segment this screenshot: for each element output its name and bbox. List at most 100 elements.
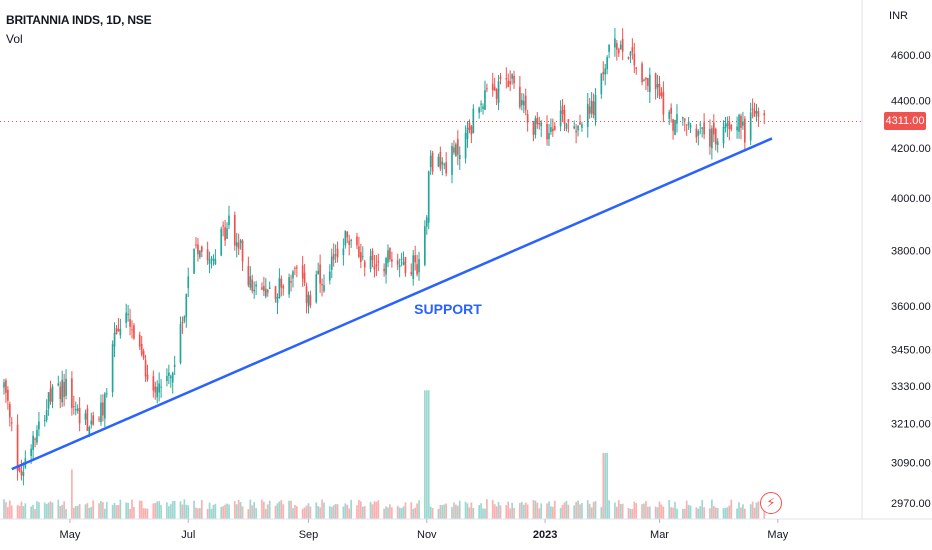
candle-body <box>648 74 651 92</box>
candle-body <box>361 256 364 258</box>
lightning-icon[interactable]: ⚡︎ <box>760 492 782 514</box>
candle-body <box>581 124 583 128</box>
volume-bar <box>350 499 352 519</box>
volume-bar <box>268 500 271 519</box>
candle-body <box>602 71 605 75</box>
volume-bar <box>633 501 636 519</box>
volume-bar <box>685 500 688 519</box>
volume-bar <box>616 506 618 519</box>
volume-bar <box>76 505 79 519</box>
volume-bar <box>383 508 385 519</box>
volume-bar <box>183 499 186 519</box>
volume-bar <box>360 501 362 519</box>
volume-bar <box>309 506 312 519</box>
candle-body <box>317 270 320 275</box>
volume-bar <box>491 500 494 519</box>
candle-body <box>443 164 446 166</box>
candle-body <box>755 110 758 114</box>
candle-body <box>683 118 686 121</box>
candle-body <box>538 123 541 125</box>
candle-body <box>84 413 87 420</box>
volume-bar <box>757 501 760 519</box>
candle-body <box>617 49 620 54</box>
candle-body <box>540 122 543 127</box>
candle-body <box>606 57 608 70</box>
candle-body <box>703 122 705 135</box>
candle-body <box>749 112 752 141</box>
y-tick-label: 2970.00 <box>891 498 931 510</box>
candle-body <box>158 383 160 393</box>
volume-bar <box>472 507 475 519</box>
volume-bar <box>356 505 358 519</box>
volume-bar <box>509 508 512 519</box>
candle-body <box>493 86 496 91</box>
volume-bar <box>51 502 54 519</box>
volume-bar <box>264 509 267 519</box>
volume-bar <box>321 499 323 519</box>
candle-body <box>32 435 34 450</box>
candle-body <box>360 252 362 263</box>
candle-body <box>604 68 607 75</box>
candle-body <box>119 328 122 336</box>
candle-body <box>513 75 515 84</box>
volume-bar <box>117 504 120 519</box>
volume-bar <box>466 503 469 519</box>
candle-body <box>416 264 418 275</box>
candle-body <box>152 376 155 391</box>
volume-bar <box>319 507 321 519</box>
volume-bar <box>522 504 525 519</box>
volume-bar <box>373 501 376 519</box>
volume-bar <box>614 502 616 519</box>
candle-body <box>385 258 387 275</box>
candle-body <box>740 115 742 129</box>
candle-body <box>280 278 283 288</box>
volume-bar <box>133 506 135 519</box>
y-tick-label: 4600.00 <box>891 50 931 62</box>
volume-bar <box>712 505 715 519</box>
candle-body <box>410 272 413 275</box>
volume-bar <box>233 501 236 519</box>
candle-body <box>222 225 224 227</box>
volume-bar <box>274 505 277 519</box>
candle-body <box>235 242 238 247</box>
candle-body <box>111 344 114 393</box>
candle-body <box>695 128 698 138</box>
volume-bar <box>581 502 583 519</box>
support-trendline[interactable] <box>11 137 773 471</box>
candle-body <box>658 83 661 96</box>
candle-body <box>303 272 306 283</box>
volume-bar <box>478 505 480 519</box>
candle-body <box>507 80 510 87</box>
candle-body <box>458 155 461 160</box>
volume-bar <box>730 499 733 519</box>
candle-body <box>241 240 244 262</box>
volume-bar <box>600 507 603 519</box>
volume-bar <box>307 503 310 519</box>
candle-body <box>179 324 182 363</box>
candle-body <box>600 73 603 95</box>
candle-body <box>522 100 525 106</box>
volume-bar <box>670 507 672 519</box>
volume-bar <box>654 506 657 519</box>
volume-bar <box>84 504 87 519</box>
candle-body <box>65 378 67 396</box>
candle-body <box>685 124 688 126</box>
volume-bar <box>65 509 67 519</box>
candle-body <box>716 141 719 146</box>
volume-bar <box>645 501 647 519</box>
volume-bar <box>579 504 581 519</box>
candle-body <box>668 111 671 119</box>
candle-body <box>328 271 331 281</box>
volume-bar <box>722 508 725 519</box>
volume-bar <box>305 505 308 519</box>
volume-bar <box>513 508 515 519</box>
volume-layer <box>3 390 766 519</box>
volume-bar <box>396 505 399 519</box>
candle-body <box>621 38 624 52</box>
candle-body <box>486 88 488 90</box>
volume-bar <box>672 507 674 519</box>
candle-body <box>274 286 277 299</box>
volume-bar <box>59 506 62 519</box>
candle-body <box>92 415 95 425</box>
